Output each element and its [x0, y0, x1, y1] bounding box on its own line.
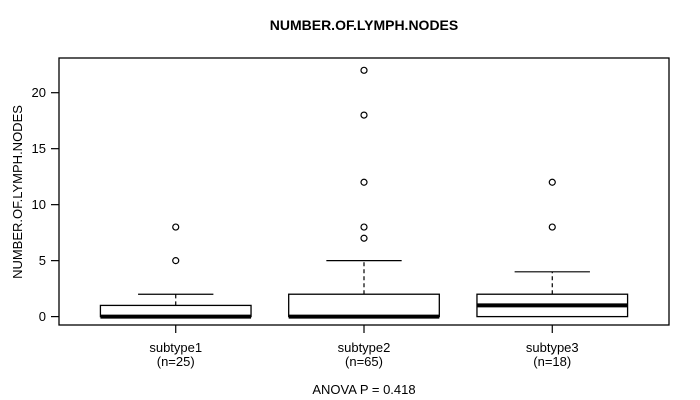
x-axis-group-label: subtype3: [526, 340, 579, 355]
outlier-point: [360, 178, 368, 186]
x-axis-group-sublabel: (n=65): [345, 354, 383, 369]
y-axis-tick-label: 0: [39, 309, 46, 324]
y-axis-tick-label: 5: [39, 253, 46, 268]
outlier-point: [360, 234, 368, 242]
x-axis-group-label: subtype1: [149, 340, 202, 355]
y-axis-tick-label: 20: [32, 85, 46, 100]
x-axis-group-label: subtype2: [338, 340, 391, 355]
y-axis-tick-label: 10: [32, 197, 46, 212]
y-axis-title: NUMBER.OF.LYMPH.NODES: [10, 105, 25, 279]
outlier-point: [360, 111, 368, 119]
anova-annotation: ANOVA P = 0.418: [312, 382, 415, 397]
outlier-point: [548, 223, 556, 231]
y-axis-tick-label: 15: [32, 141, 46, 156]
iqr-box: [288, 293, 440, 318]
outlier-point: [360, 66, 368, 74]
x-axis-group-sublabel: (n=25): [157, 354, 195, 369]
outlier-point: [548, 178, 556, 186]
outlier-point: [172, 257, 180, 265]
plot-layer: 0 5 10 15 20 subtype1(n=25) subtype2(n=65) subt…: [32, 57, 670, 369]
x-axis-group-sublabel: (n=18): [533, 354, 571, 369]
outlier-point: [360, 223, 368, 231]
chart-title: NUMBER.OF.LYMPH.NODES: [270, 17, 459, 33]
outlier-point: [172, 223, 180, 231]
